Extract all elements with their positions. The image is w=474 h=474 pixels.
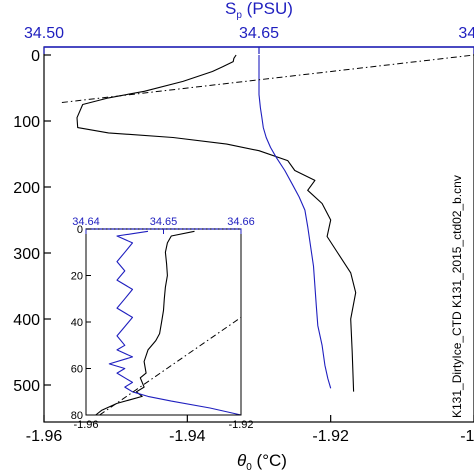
- x-top-tick-label: 34.65: [239, 25, 279, 42]
- x-bottom-tick-label: -1.96: [26, 428, 63, 445]
- x-top-tick-label: 34.50: [24, 25, 64, 42]
- x-bottom-tick-label: -1.92: [312, 428, 349, 445]
- inset-y-tick-label: 60: [71, 364, 83, 376]
- x-bottom-tick-label: -1.94: [169, 428, 206, 445]
- salinity-line: [258, 55, 332, 389]
- inset-y-tick-label: 80: [71, 410, 83, 422]
- y-tick-label: 300: [13, 246, 40, 263]
- y-tick-label: 0: [31, 48, 40, 65]
- file-annotation: K131_DirtyIce_CTD K131_2015_ctd02_b.cnv: [450, 175, 464, 418]
- inset-y-tick-label: 40: [71, 317, 83, 329]
- inset-y-tick-label: 0: [77, 224, 83, 236]
- freezing-line-line: [61, 54, 474, 103]
- inset-x-top-tick-label: 34.66: [227, 216, 255, 228]
- salinity-line: [108, 230, 242, 416]
- freezing-line-line: [99, 316, 242, 416]
- inset-x-top-tick-label: 34.64: [72, 216, 100, 228]
- temperature-line: [76, 54, 357, 392]
- x-bottom-tick-label: -1.9: [460, 428, 474, 445]
- x-top-tick-label: 34.8: [458, 25, 474, 42]
- y-tick-label: 100: [13, 114, 40, 131]
- y-tick-label: 200: [13, 180, 40, 197]
- bottom-axis-label: θ0 (°C): [237, 451, 287, 473]
- inset-x-top-tick-label: 34.65: [150, 216, 178, 228]
- y-tick-label: 500: [13, 378, 40, 395]
- inset-background: [86, 225, 241, 415]
- inset-y-tick-label: 20: [71, 271, 83, 283]
- y-tick-label: 400: [13, 312, 40, 329]
- inset-series-group: [95, 230, 242, 416]
- inset-axis-ticks: 0 20 40 60 80-1.96 -1.92 34.64 34.65 34.66: [71, 216, 255, 431]
- main-axis-ticks: 0100200300400500-1.96-1.94-1.92-1.934.50…: [13, 25, 474, 445]
- top-axis-label: Sp (PSU): [225, 0, 293, 21]
- main-series-group: [61, 54, 474, 392]
- inset-x-bottom-tick-label: -1.96: [73, 419, 98, 431]
- inset-x-bottom-tick-label: -1.92: [228, 419, 253, 431]
